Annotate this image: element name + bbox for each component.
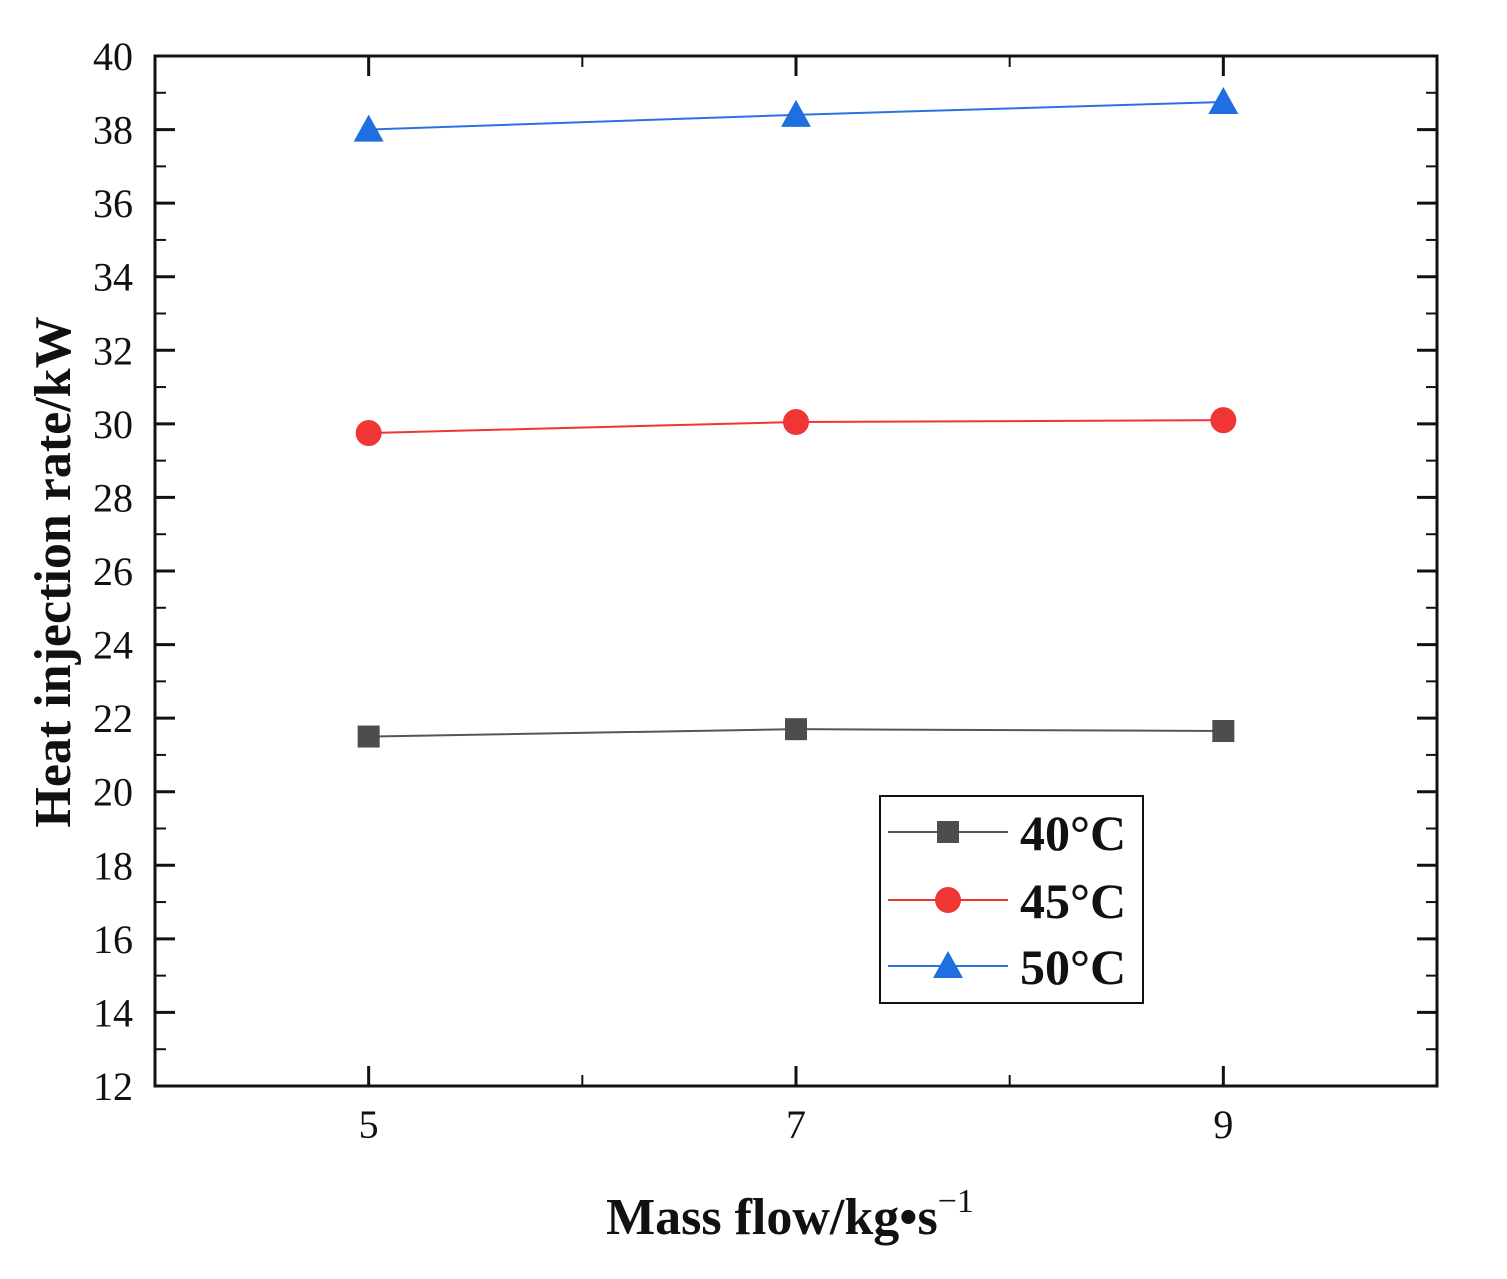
legend-label: 50°C <box>1020 939 1126 995</box>
legend-marker-circle <box>935 887 961 913</box>
y-tick-label: 28 <box>93 475 133 520</box>
series-2 <box>353 86 1239 142</box>
x-tick-labels: 5 7 9 <box>359 1102 1234 1147</box>
y-tick-label: 34 <box>93 255 133 300</box>
y-tick-label: 26 <box>93 549 133 594</box>
legend-item: 50°C <box>888 939 1126 995</box>
y-tick-label: 20 <box>93 770 133 815</box>
plot-area-frame <box>153 54 1439 1088</box>
y-tick-label: 30 <box>93 402 133 447</box>
series-1 <box>355 407 1237 447</box>
y-tick-label: 38 <box>93 108 133 153</box>
y-tick-labels: 12 14 16 18 20 22 24 26 28 30 32 34 36 38 40 <box>93 34 133 1109</box>
x-tick-label: 9 <box>1213 1102 1233 1147</box>
x-tick-label: 5 <box>359 1102 379 1147</box>
data-point-circle <box>355 420 382 447</box>
y-tick-label: 14 <box>93 990 133 1035</box>
y-tick-label: 16 <box>93 917 133 962</box>
data-point-square <box>357 725 380 748</box>
legend-items: 40°C 45°C 50°C <box>888 805 1126 995</box>
data-point-triangle <box>1208 86 1239 114</box>
legend-marker-triangle <box>933 951 963 978</box>
x-tick-label: 7 <box>786 1102 806 1147</box>
legend-label: 45°C <box>1020 873 1126 929</box>
data-point-triangle <box>781 99 811 127</box>
data-point-circle <box>1210 407 1237 434</box>
x-axis-title-superscript: −1 <box>938 1183 974 1220</box>
data-point-square <box>1212 720 1235 743</box>
y-tick-label: 40 <box>93 34 133 79</box>
series-layer <box>353 86 1239 748</box>
legend-label: 40°C <box>1020 805 1126 861</box>
legend-item: 45°C <box>888 873 1126 929</box>
data-point-square <box>785 718 807 741</box>
legend-item: 40°C <box>888 805 1126 861</box>
x-axis-title: Mass flow/kg•s−1 <box>606 1183 974 1246</box>
y-tick-label: 32 <box>93 328 133 373</box>
series-0 <box>357 718 1235 748</box>
y-tick-label: 22 <box>93 696 133 741</box>
y-tick-label: 24 <box>93 623 133 668</box>
tick-marks <box>155 54 1437 1088</box>
y-axis-title: Heat injection rate/kW <box>25 316 82 827</box>
y-tick-label: 12 <box>93 1064 133 1109</box>
x-axis-title-main: Mass flow/kg•s <box>606 1189 938 1246</box>
data-point-triangle <box>353 114 384 142</box>
legend: 40°C 45°C 50°C <box>879 795 1144 1004</box>
y-tick-label: 18 <box>93 843 133 888</box>
data-point-circle <box>783 409 809 436</box>
legend-marker-square <box>937 821 959 843</box>
y-tick-label: 36 <box>93 181 133 226</box>
